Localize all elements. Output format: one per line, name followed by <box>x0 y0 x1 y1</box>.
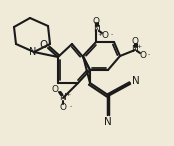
Text: O: O <box>140 51 147 60</box>
Text: N: N <box>93 26 99 34</box>
Text: +: + <box>136 44 142 48</box>
Text: O: O <box>93 16 100 26</box>
Text: O: O <box>52 85 58 93</box>
Text: -: - <box>70 105 72 110</box>
Text: +: + <box>65 92 71 97</box>
Text: N: N <box>60 93 66 102</box>
Text: N: N <box>29 47 37 57</box>
Text: -: - <box>148 53 150 58</box>
Text: O: O <box>132 36 139 46</box>
Text: O: O <box>101 31 109 40</box>
Text: N: N <box>132 46 138 54</box>
Text: +: + <box>97 32 103 36</box>
Text: -: - <box>111 33 113 38</box>
Text: N: N <box>132 76 140 86</box>
Text: N: N <box>104 117 112 127</box>
Text: O: O <box>60 102 66 112</box>
Text: O: O <box>39 40 47 50</box>
